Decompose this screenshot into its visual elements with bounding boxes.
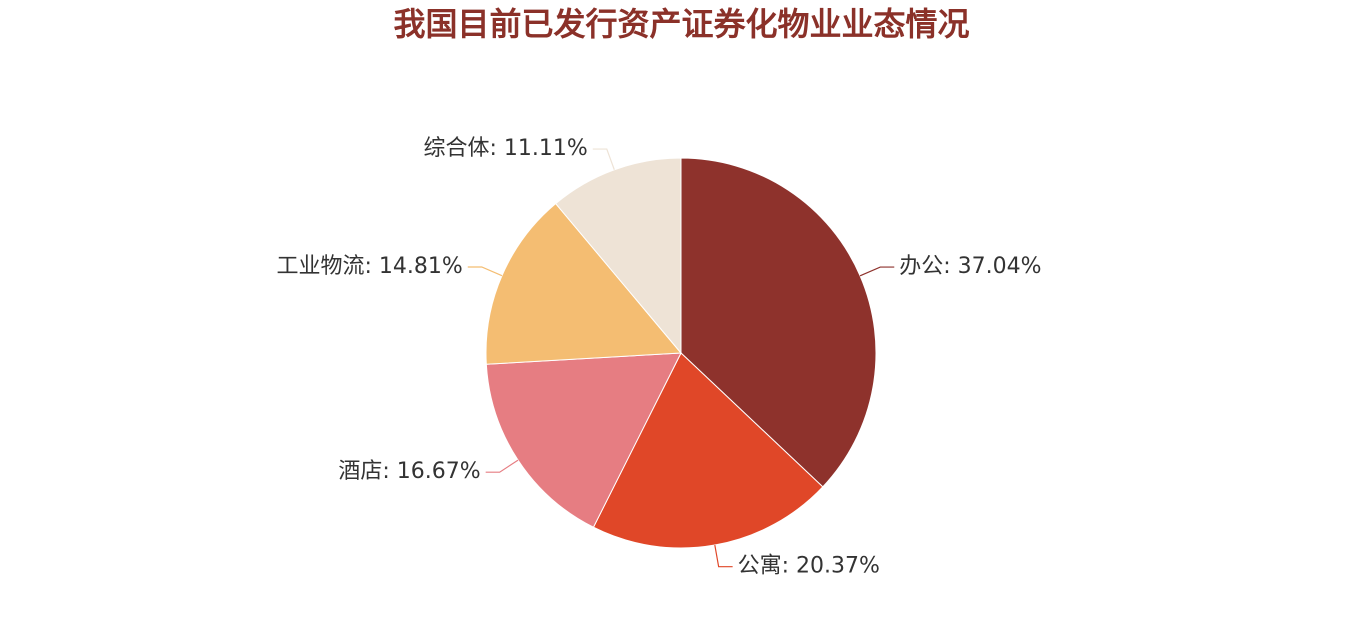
pie-slice-1[interactable]	[680, 157, 877, 488]
slice-label-1: 办公: 37.04%	[899, 254, 1041, 279]
leader-line-5	[592, 148, 615, 170]
label-leader-lines	[467, 148, 895, 568]
chart-title: 我国目前已发行资产证券化物业业态情况	[393, 5, 970, 43]
slice-label-4: 工业物流: 14.81%	[276, 254, 462, 279]
pie-slices	[485, 157, 877, 549]
leader-line-3	[485, 459, 519, 473]
leader-line-2	[714, 544, 733, 568]
leader-line-1	[859, 266, 895, 277]
leader-line-4	[467, 266, 503, 277]
slice-labels: 办公: 37.04% 公寓: 20.37% 酒店: 16.67% 工业物流: 14.8…	[276, 136, 1041, 579]
pie-slice-5[interactable]	[554, 157, 682, 355]
slice-label-2: 公寓: 20.37%	[738, 554, 880, 579]
slice-label-5: 综合体: 11.11%	[423, 136, 587, 161]
pie-slice-3[interactable]	[485, 352, 682, 528]
pie-slice-4[interactable]	[485, 202, 683, 365]
slice-label-3: 酒店: 16.67%	[338, 459, 480, 484]
